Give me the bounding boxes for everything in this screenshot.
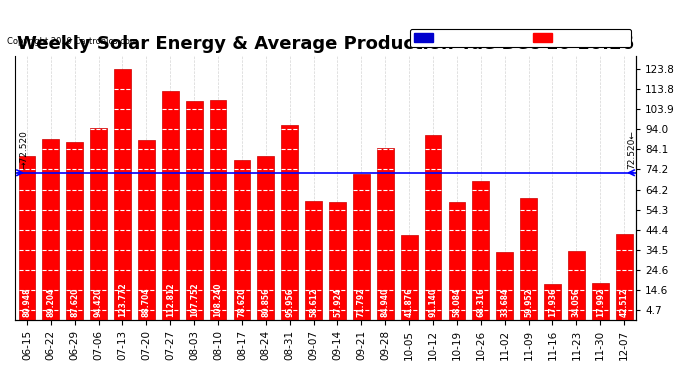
Text: 42.512: 42.512 — [620, 288, 629, 317]
Text: 71.792: 71.792 — [357, 288, 366, 317]
Text: 112.812: 112.812 — [166, 282, 175, 317]
Text: 108.240: 108.240 — [213, 282, 223, 317]
Bar — [520, 198, 537, 320]
Text: →72.520: →72.520 — [20, 130, 29, 169]
Bar — [473, 181, 489, 320]
Bar — [377, 147, 393, 320]
Bar — [568, 251, 584, 320]
Bar — [592, 284, 609, 320]
Bar — [138, 140, 155, 320]
Text: 94.420: 94.420 — [94, 288, 103, 317]
Bar — [544, 284, 561, 320]
Text: 80.856: 80.856 — [262, 288, 270, 317]
Text: 87.620: 87.620 — [70, 288, 79, 317]
Text: 123.772: 123.772 — [118, 282, 127, 317]
Bar — [234, 160, 250, 320]
Text: 88.704: 88.704 — [142, 288, 151, 317]
Text: 59.952: 59.952 — [524, 288, 533, 317]
Bar — [305, 201, 322, 320]
Bar — [615, 234, 633, 320]
Text: 84.940: 84.940 — [381, 288, 390, 317]
Bar — [424, 135, 442, 320]
Bar — [329, 202, 346, 320]
Text: 17.936: 17.936 — [548, 288, 557, 317]
Text: 107.752: 107.752 — [190, 282, 199, 317]
Bar — [257, 156, 274, 320]
Text: 80.948: 80.948 — [23, 288, 32, 317]
Bar — [186, 101, 203, 320]
Text: 89.204: 89.204 — [46, 288, 55, 317]
Bar — [353, 174, 370, 320]
Bar — [114, 69, 131, 320]
Text: 58.084: 58.084 — [453, 288, 462, 317]
Text: 33.684: 33.684 — [500, 288, 509, 317]
Text: 72.520←: 72.520← — [627, 130, 636, 169]
Bar — [66, 142, 83, 320]
Text: 95.956: 95.956 — [285, 288, 294, 317]
Bar — [282, 125, 298, 320]
Text: Copyright 2019 Cartronics.com: Copyright 2019 Cartronics.com — [7, 38, 138, 46]
Bar — [401, 235, 417, 320]
Bar — [162, 91, 179, 320]
Text: 57.924: 57.924 — [333, 288, 342, 317]
Text: 78.620: 78.620 — [237, 288, 246, 317]
Bar — [496, 252, 513, 320]
Title: Weekly Solar Energy & Average Production Tue Dec 10 16:26: Weekly Solar Energy & Average Production… — [17, 35, 634, 53]
Text: 34.056: 34.056 — [572, 288, 581, 317]
Bar — [19, 156, 35, 320]
Text: 41.876: 41.876 — [404, 288, 414, 317]
Text: 68.316: 68.316 — [476, 288, 485, 317]
Text: 91.140: 91.140 — [428, 288, 437, 317]
Bar — [448, 202, 465, 320]
Bar — [43, 139, 59, 320]
Legend: Average (kWh), Weekly (kWh): Average (kWh), Weekly (kWh) — [410, 29, 631, 47]
Text: 17.992: 17.992 — [595, 288, 604, 317]
Bar — [90, 128, 107, 320]
Text: 58.612: 58.612 — [309, 288, 318, 317]
Bar — [210, 100, 226, 320]
